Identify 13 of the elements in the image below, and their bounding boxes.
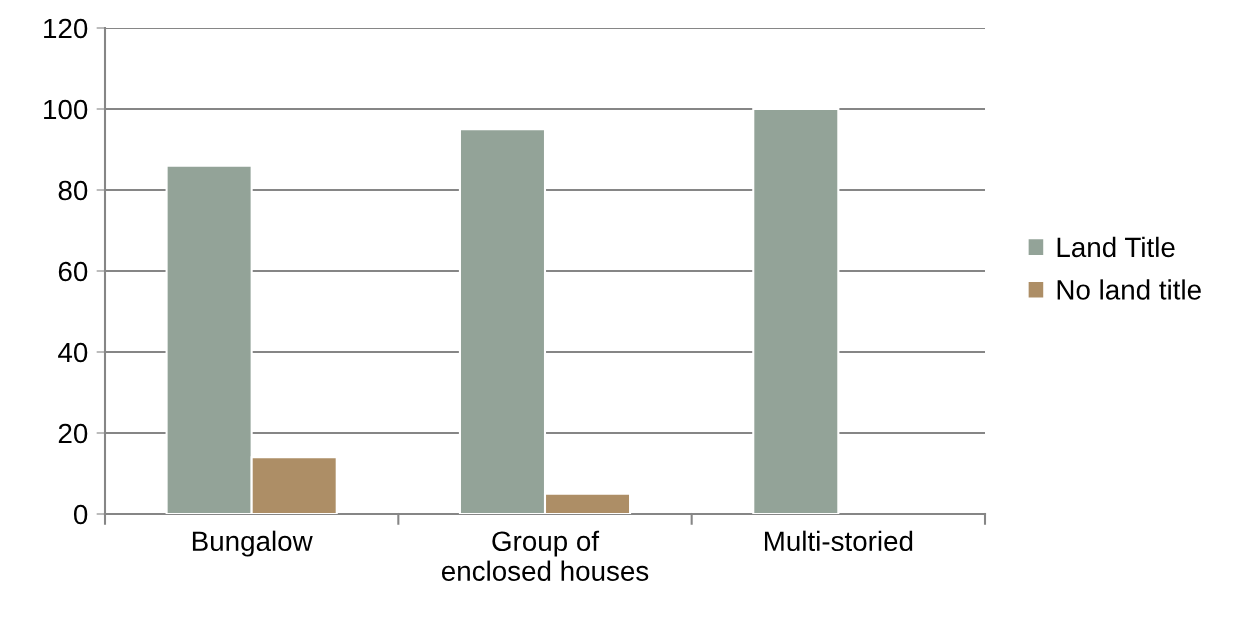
y-tick-label: 60 [58, 261, 88, 282]
y-tick-label: 100 [44, 99, 88, 120]
legend-label: No land title [1057, 279, 1201, 300]
legend-label: Land Title [1057, 236, 1175, 258]
y-tick-label: 80 [58, 180, 88, 201]
x-tick-label: Group of enclosed houses [441, 530, 649, 581]
bar [752, 107, 840, 514]
y-tick-label: 40 [58, 342, 88, 363]
x-tick-label: Bungalow [192, 530, 313, 557]
y-tick-label: 120 [44, 18, 88, 39]
y-tick-label: 20 [58, 423, 88, 444]
x-tick-label: Multi-storied [764, 530, 913, 552]
y-tick-label: 0 [73, 504, 88, 525]
